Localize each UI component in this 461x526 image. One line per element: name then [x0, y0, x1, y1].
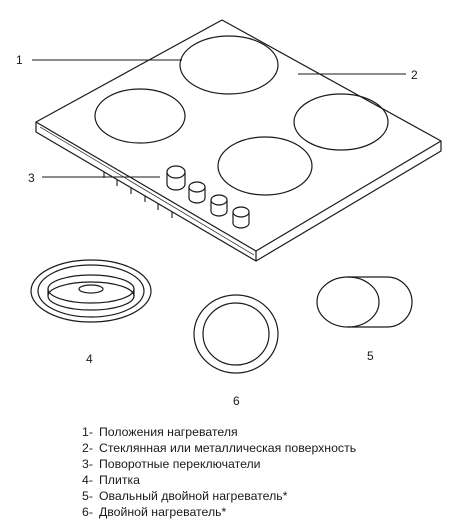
callout-number-5: 5 [367, 349, 374, 363]
cooktop-side-front-left [35, 122, 257, 262]
oval-dual-heater-illustration [316, 276, 413, 328]
legend-item-text: Поворотные переключатели [98, 457, 261, 472]
legend-item-number: 4- [82, 473, 93, 488]
legend-item: 2- Стеклянная или металлическая поверхнос… [82, 440, 356, 456]
legend-item-text: Стеклянная или металлическая поверхность [98, 441, 357, 456]
dual-heater-illustration [193, 294, 279, 374]
parts-legend: 1- Положения нагревателя 2- Стеклянная или… [82, 424, 356, 521]
legend-item-number: 5- [82, 489, 93, 504]
heating-zones [94, 35, 389, 196]
callout-number-2: 2 [411, 68, 418, 82]
legend-item: 5- Овальный двойной нагреватель* [82, 488, 356, 504]
legend-item-text: Положения нагревателя [98, 425, 238, 439]
front-vent-slots [103, 172, 173, 218]
heating-zone-back-right [293, 93, 389, 151]
legend-item-number: 6- [82, 505, 93, 520]
callout-number-6: 6 [233, 394, 240, 408]
legend-item: 3- Поворотные переключатели [82, 456, 356, 472]
legend-item-text: Плитка [98, 473, 140, 488]
legend-item-number: 2- [82, 441, 93, 456]
legend-item: 1- Положения нагревателя [82, 424, 356, 440]
rotary-knob-3 [210, 194, 228, 217]
legend-item: 6- Двойной нагреватель* [82, 504, 356, 520]
legend-item-text: Двойной нагреватель* [98, 505, 227, 520]
rotary-knob-2 [188, 181, 206, 204]
legend-item-text: Овальный двойной нагреватель* [98, 489, 288, 504]
heating-zone-front-right [217, 136, 313, 196]
rotary-knob-1 [166, 165, 186, 191]
callout-number-3: 3 [28, 171, 35, 185]
callout-number-1: 1 [16, 53, 23, 67]
rotary-knob-4 [232, 206, 250, 229]
cooktop-body [35, 19, 442, 262]
callout-number-4: 4 [86, 352, 93, 366]
heating-zone-front-left [94, 88, 186, 144]
legend-item: 4- Плитка [82, 472, 356, 488]
legend-item-number: 3- [82, 457, 93, 472]
cooktop-side-front-right [255, 141, 442, 262]
legend-item-number: 1- [82, 425, 93, 439]
heating-zone-back-left [179, 35, 279, 95]
hot-plate-illustration [30, 259, 152, 323]
